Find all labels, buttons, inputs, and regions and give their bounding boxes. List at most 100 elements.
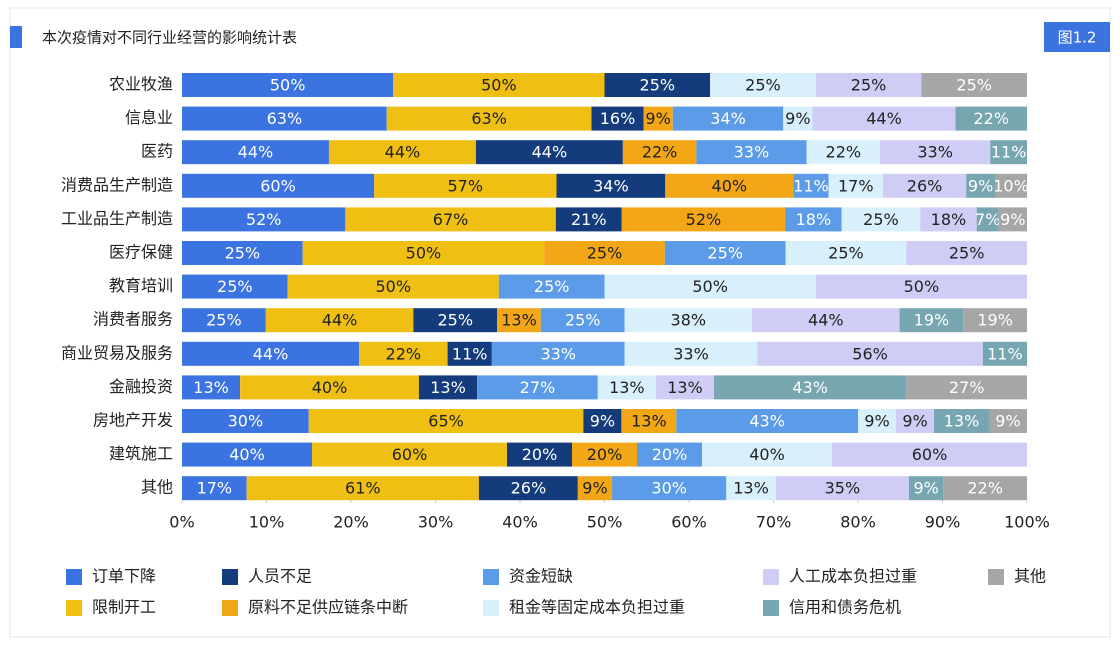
bar-segment xyxy=(966,173,995,198)
data-label: 44% xyxy=(322,311,358,330)
bar-segment xyxy=(477,375,598,400)
x-tick-label: 70% xyxy=(756,513,792,532)
x-tick-label: 0% xyxy=(169,513,194,532)
legend-swatch xyxy=(988,569,1004,585)
legend-label: 其他 xyxy=(1014,567,1046,586)
bar-segment xyxy=(994,173,1027,198)
bar-segment xyxy=(182,73,394,97)
bar-segment xyxy=(909,476,944,501)
badge-label: 图1.2 xyxy=(1058,29,1097,47)
data-label: 52% xyxy=(686,210,722,229)
data-label: 34% xyxy=(710,109,746,128)
data-label: 25% xyxy=(534,277,570,296)
data-label: 44% xyxy=(532,143,568,162)
data-label: 18% xyxy=(796,210,832,229)
bar-segment xyxy=(998,207,1027,232)
data-label: 25% xyxy=(956,76,992,95)
x-tick-label: 40% xyxy=(502,513,538,532)
bar-segment xyxy=(308,409,584,433)
data-label: 43% xyxy=(749,412,785,431)
bar-segment xyxy=(624,341,758,366)
data-label: 13% xyxy=(733,479,769,498)
data-label: 11% xyxy=(452,344,488,363)
data-label: 50% xyxy=(270,76,306,95)
data-label: 11% xyxy=(793,176,829,195)
badge xyxy=(1044,22,1110,52)
bar-segment xyxy=(793,173,829,198)
data-label: 13% xyxy=(501,311,537,330)
data-label: 44% xyxy=(385,143,421,162)
bar-segment xyxy=(696,140,807,165)
data-label: 9% xyxy=(913,479,938,498)
data-label: 9% xyxy=(902,412,927,431)
y-tick-label: 其他 xyxy=(141,478,173,497)
legend-swatch xyxy=(222,600,238,616)
data-label: 30% xyxy=(228,412,264,431)
data-label: 7% xyxy=(975,210,1000,229)
data-label: 44% xyxy=(866,109,902,128)
bar-segment xyxy=(287,274,499,299)
data-label: 33% xyxy=(540,344,576,363)
bar-segment xyxy=(497,308,541,333)
data-label: 25% xyxy=(206,311,242,330)
bar-segment xyxy=(664,241,786,265)
data-label: 25% xyxy=(438,311,474,330)
data-label: 22% xyxy=(386,344,422,363)
data-label: 25% xyxy=(225,244,261,263)
legend-swatch xyxy=(222,569,238,585)
data-label: 22% xyxy=(826,143,862,162)
bar-segment xyxy=(182,409,309,433)
legend-label: 原料不足供应链条中断 xyxy=(248,598,408,617)
data-label: 22% xyxy=(973,109,1009,128)
bar-segment xyxy=(622,140,697,165)
data-label: 10% xyxy=(993,176,1029,195)
data-label: 22% xyxy=(967,479,1003,498)
bar-segment xyxy=(386,106,592,131)
data-label: 20% xyxy=(522,445,558,464)
bar-segment xyxy=(182,476,247,501)
data-label: 50% xyxy=(904,277,940,296)
bar-segment xyxy=(785,207,842,232)
y-tick-label: 信息业 xyxy=(125,108,173,127)
bar-segment xyxy=(540,308,625,333)
data-label: 56% xyxy=(852,344,888,363)
bar-segment xyxy=(491,341,625,366)
bar-segment xyxy=(899,308,964,333)
bar-segment xyxy=(783,106,813,131)
bar-segment xyxy=(752,308,900,333)
data-label: 20% xyxy=(587,445,623,464)
bar-segment xyxy=(988,409,1027,433)
data-label: 61% xyxy=(345,479,381,498)
bar-segment xyxy=(655,375,715,400)
data-label: 25% xyxy=(949,244,985,263)
data-label: 44% xyxy=(253,344,289,363)
bar-segment xyxy=(182,341,360,366)
bar-segment xyxy=(359,341,448,366)
bar-segment xyxy=(815,73,922,97)
bar-segment xyxy=(676,409,858,433)
legend-label: 资金短缺 xyxy=(509,567,573,586)
bar-segment xyxy=(544,241,665,265)
data-label: 34% xyxy=(593,176,629,195)
data-label: 20% xyxy=(652,445,688,464)
bar-segment xyxy=(182,308,266,333)
bar-segment xyxy=(812,106,956,131)
data-label: 65% xyxy=(428,412,464,431)
bar-segment xyxy=(920,207,977,232)
bar-segment xyxy=(182,207,346,232)
bar-segment xyxy=(672,106,784,131)
bar-segment xyxy=(757,341,983,366)
x-tick-label: 10% xyxy=(249,513,285,532)
data-label: 60% xyxy=(912,445,948,464)
data-label: 25% xyxy=(745,76,781,95)
data-label: 63% xyxy=(471,109,507,128)
bar-segment xyxy=(447,341,492,366)
data-label: 27% xyxy=(949,378,985,397)
data-label: 30% xyxy=(651,479,687,498)
bar-segment xyxy=(302,241,545,265)
bar-segment xyxy=(976,207,999,232)
data-label: 63% xyxy=(267,109,303,128)
bar-segment xyxy=(880,140,991,165)
data-label: 50% xyxy=(406,244,442,263)
data-label: 13% xyxy=(667,378,703,397)
